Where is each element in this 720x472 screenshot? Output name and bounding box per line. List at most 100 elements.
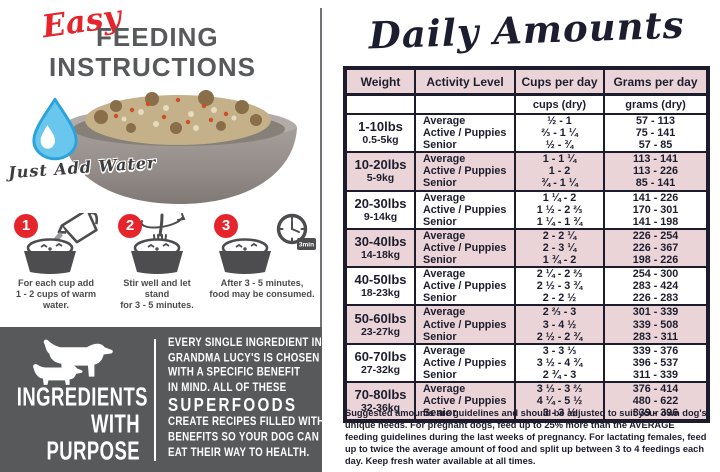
grams-cell: 85 - 141 [603,177,709,192]
weight-cell: 50-60lbs 23-27kg [344,305,416,345]
activity-cell: Active / Puppies [414,356,516,369]
cups-cell: 2 ½ - 3 ¾ [514,280,605,293]
table-row: 40-50lbs 18-23kg Average 2 ¼ - 2 ⅔ 254 - 300 [344,267,709,307]
activity-cell: Average [414,267,516,281]
step-2-caption-line2: for 3 - 5 minutes. [120,300,194,310]
cups-cell: 3 ½ - 4 ¾ [514,356,605,369]
clock-badge-label: 3min [299,242,314,249]
weight-column-header: Weight [344,68,416,96]
activity-cell: Average [414,381,516,396]
ingredients-body-line: EAT THEIR WAY TO HEALTH. [168,445,310,459]
grams-cell: 339 - 508 [603,318,709,331]
weight-cell: 60-70lbs 27-32kg [344,343,416,383]
activity-cell: Senior [414,330,516,345]
cups-subheader: cups (dry) [514,94,605,115]
cups-cell: 2 ¾ - 3 [514,368,605,383]
daily-amounts-table: Weight Activity Level Cups per day Grams… [343,66,710,424]
ingredients-heading-line3: PURPOSE [46,437,140,466]
table-row: 20-30lbs 9-14kg Average 1 ¼ - 2 141 - 226 [344,190,709,230]
grams-column-header: Grams per day [603,68,709,96]
grams-cell: 170 - 301 [603,203,709,216]
activity-cell: Senior [414,254,516,269]
table-row: Senior 1 ¼ - 1 ¾ 141 - 198 [345,215,709,230]
grams-cell: 226 - 254 [603,228,709,242]
grams-cell: 283 - 311 [603,330,709,345]
daily-amounts-title: Daily Amounts [367,2,686,58]
weight-cell: 1-10lbs 0.5-5kg [344,114,416,154]
activity-cell: Senior [414,292,516,307]
cups-cell: 3 - 4 ½ [514,318,605,331]
table-row: Senior 2 ½ - 2 ¾ 283 - 311 [345,330,709,345]
cups-column-header: Cups per day [514,68,605,96]
cups-cell: 3 - 3 ½ [514,407,605,423]
weight-cell: 40-50lbs 18-23kg [344,267,416,307]
cups-cell: ½ - ¾ [514,139,605,154]
feeding-guidelines-footnote: Suggested amounts are guidelines and sho… [345,408,707,466]
ingredients-with-purpose-panel: INGREDIENTS WITH PURPOSE EVERY SINGLE IN… [0,327,324,472]
weight-cell: 10-20lbs 5-9kg [344,152,416,192]
activity-column-header: Activity Level [414,68,516,96]
cups-cell: 2 - 2 ¼ [514,228,605,242]
grams-cell: 226 - 367 [603,241,709,255]
weight-cell: 20-30lbs 9-14kg [344,190,416,230]
grams-cell: 198 - 226 [603,254,709,269]
table-row: 1-10lbs 0.5-5kg Average ½ - 1 57 - 113 [344,114,709,154]
table-row: Active / Puppies 3 - 4 ½ 339 - 508 [345,318,709,331]
activity-cell: Active / Puppies [414,127,516,140]
weight-lbs-label: 50-60lbs [354,310,407,326]
panel-heading-divider [154,339,156,461]
step-3-caption-line1: After 3 - 5 minutes, [220,278,304,288]
ingredients-body-line: BENEFITS SO YOUR DOG CAN [168,430,320,444]
grams-cell: 376 - 414 [603,381,709,396]
activity-cell: Senior [414,368,516,383]
weight-lbs-label: 70-80lbs [354,387,407,403]
superfoods-emphasis-line: SUPERFOODS [168,395,298,416]
activity-cell: Average [414,190,516,204]
table-row: Senior 3 - 3 ½ 339 - 396 [345,407,709,423]
table-row: Senior 2 ¾ - 3 311 - 339 [345,368,709,383]
activity-subheader [414,94,516,115]
table-row: Senior 1 ¾ - 2 198 - 226 [345,254,709,269]
weight-kg-label: 18-23kg [360,287,401,300]
feeding-title-line2: INSTRUCTIONS [49,52,256,82]
weight-lbs-label: 30-40lbs [354,233,407,249]
food-bowl-image [61,90,297,204]
activity-cell: Senior [414,215,516,230]
table-row: Active / Puppies 2 ½ - 3 ¾ 283 - 424 [345,280,709,293]
step-1-caption: For each cup add 1 - 2 cups of warm wate… [6,278,106,311]
activity-cell: Senior [414,407,516,423]
weight-kg-label: 0.5-5kg [362,134,399,147]
table-row: 50-60lbs 23-27kg Average 2 ⅔ - 3 301 - 339 [344,305,709,345]
ingredients-heading: INGREDIENTS WITH PURPOSE [17,384,148,466]
dog-cat-silhouette-icon [33,339,113,385]
cups-cell: 2 ⅔ - 3 [514,305,605,319]
weight-subheader [344,94,416,115]
weight-lbs-label: 10-20lbs [354,157,407,173]
grams-cell: 254 - 300 [603,267,709,281]
step-2-caption-line1: Stir well and let stand [123,278,191,299]
activity-cell: Average [414,343,516,357]
cups-cell: ⅔ - 1 ¼ [514,127,605,140]
step-2-number-badge: 2 [118,214,142,238]
table-row: 60-70lbs 27-32kg Average 3 - 3 ⅓ 339 - 376 [344,343,709,383]
table-header-row: Weight Activity Level Cups per day Grams… [344,68,709,96]
table-row: 70-80lbs 32-36kg Average 3 ⅓ - 3 ⅔ 376 - 414 [344,381,709,423]
weight-kg-label: 9-14kg [363,210,398,223]
activity-cell: Active / Puppies [414,395,516,408]
cups-cell: 1 ¾ - 2 [514,254,605,269]
ingredients-body-line: EVERY SINGLE INGREDIENT IN [168,336,322,350]
cups-cell: 1 - 1 ¼ [514,152,605,166]
cups-cell: ½ - 1 [514,114,605,128]
weight-kg-label: 5-9kg [366,172,395,185]
activity-cell: Active / Puppies [414,318,516,331]
weight-kg-label: 14-18kg [360,248,401,261]
step-1-caption-line1: For each cup add [17,278,95,288]
activity-cell: Average [414,305,516,319]
table-row: Active / Puppies 1 ½ - 2 ⅔ 170 - 301 [345,203,709,216]
ingredients-body-line: WITH A SPECIFIC BENEFIT [168,365,301,380]
ingredients-body-line: GRANDMA LUCY'S IS CHOSEN [168,350,320,365]
activity-cell: Average [414,152,516,166]
activity-cell: Senior [414,139,516,154]
activity-cell: Senior [414,177,516,192]
